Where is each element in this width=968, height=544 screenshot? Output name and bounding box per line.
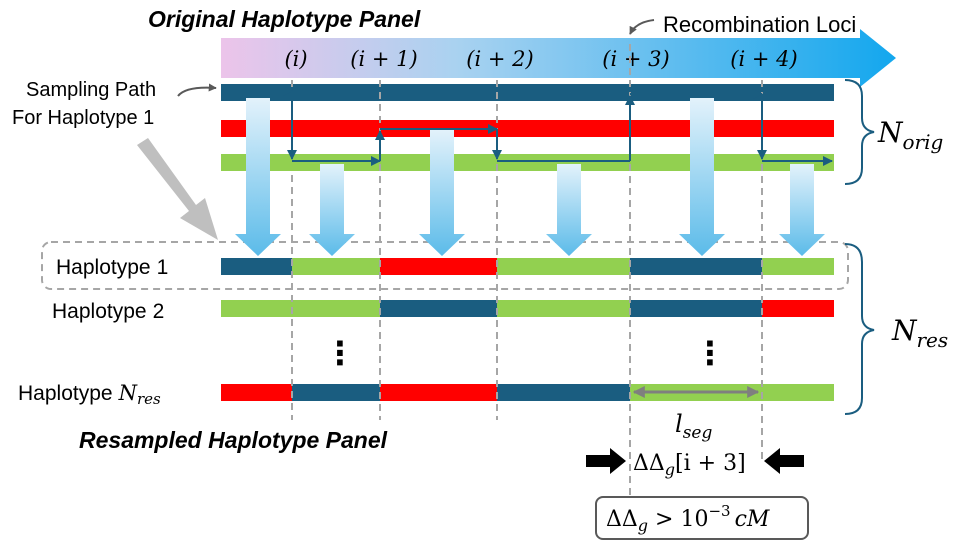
copy-arrows <box>235 98 825 256</box>
n-orig-brace <box>844 79 875 185</box>
original-haplotype-segment <box>497 120 630 137</box>
resampled-haplotype-segment <box>497 384 630 401</box>
locus-label: (i + 4) <box>730 47 797 71</box>
original-haplotype-segment <box>762 154 834 171</box>
resampled-haplotype-segment <box>630 258 762 275</box>
segment-length-label: lseg <box>675 410 712 443</box>
delta-left-arrow <box>586 448 626 474</box>
threshold-label: ΔΔg > 10−3 cM <box>606 502 770 535</box>
resampled-haplotype-segment <box>762 300 834 317</box>
haplotype-label-1: Haplotype 1 <box>56 256 168 279</box>
locus-label: (i + 1) <box>350 47 417 71</box>
resampled-haplotype-segment <box>221 258 292 275</box>
n-res-label: Nres <box>891 314 948 352</box>
resampled-haplotype-segment <box>497 300 630 317</box>
locus-label: (i) <box>284 47 307 71</box>
copy-arrow <box>779 164 825 256</box>
resampled-haplotype-segment <box>762 384 834 401</box>
original-haplotype-segment <box>762 84 834 101</box>
resampled-haplotype-segment <box>497 258 630 275</box>
resampled-haplotype-segment <box>292 300 380 317</box>
copy-arrow <box>235 98 281 256</box>
haplotype-1-highlight-box <box>41 241 849 290</box>
resampled-haplotype-segment <box>380 384 497 401</box>
original-haplotype-segment <box>221 84 292 101</box>
resampled-haplotype-panel <box>221 258 834 401</box>
original-haplotype-segment <box>380 84 497 101</box>
locus-label: (i + 3) <box>602 47 669 71</box>
resampled-haplotype-segment <box>221 300 292 317</box>
haplotype-label-2: Haplotype 2 <box>52 300 164 323</box>
vertical-ellipsis-right: ⋮ <box>694 335 726 371</box>
original-haplotype-segment <box>292 84 380 101</box>
resampled-haplotype-segment <box>762 258 834 275</box>
original-haplotype-segment <box>292 120 380 137</box>
loci-labels: (i) (i + 1) (i + 2) (i + 3) (i + 4) <box>284 47 797 71</box>
sampling-path <box>221 86 833 166</box>
threshold-box <box>595 496 809 540</box>
sampling-grey-arrow <box>137 138 218 240</box>
resampled-haplotype-segment <box>380 258 497 275</box>
resampled-haplotype-segment <box>221 384 292 401</box>
original-haplotype-segment <box>630 84 762 101</box>
resampled-haplotype-segment <box>292 258 380 275</box>
original-haplotype-segment <box>292 154 380 171</box>
copy-arrow <box>419 130 465 256</box>
resampled-panel-title: Resampled Haplotype Panel <box>79 427 388 453</box>
original-haplotype-segment <box>497 154 630 171</box>
recombination-loci-callout: Recombination Loci <box>629 12 856 37</box>
vertical-ellipsis-left: ⋮ <box>324 335 356 371</box>
original-haplotype-segment <box>497 84 630 101</box>
sampling-path-label-line2: For Haplotype 1 <box>12 107 154 129</box>
original-haplotype-panel <box>221 84 834 171</box>
sampling-path-label-line1: Sampling Path <box>26 79 156 101</box>
copy-arrow <box>679 98 725 256</box>
copy-arrow <box>546 164 592 256</box>
delta-right-arrow <box>764 448 804 474</box>
delta-interval-label: ΔΔg[i + 3] <box>633 451 746 479</box>
copy-arrow <box>309 164 355 256</box>
sampling-path-pointer <box>177 83 217 97</box>
n-orig-label: Norig <box>877 116 943 154</box>
loci-banner-arrow <box>221 29 896 87</box>
original-haplotype-segment <box>762 120 834 137</box>
resampled-haplotype-segment <box>630 300 762 317</box>
original-panel-title: Original Haplotype Panel <box>148 6 421 32</box>
haplotype-label-nres: Haplotype Nres <box>18 381 161 408</box>
resampled-haplotype-segment <box>292 384 380 401</box>
resampled-haplotype-segment <box>380 300 497 317</box>
locus-label: (i + 2) <box>466 47 533 71</box>
n-res-brace <box>844 243 875 415</box>
recombination-loci-label: Recombination Loci <box>663 12 856 37</box>
